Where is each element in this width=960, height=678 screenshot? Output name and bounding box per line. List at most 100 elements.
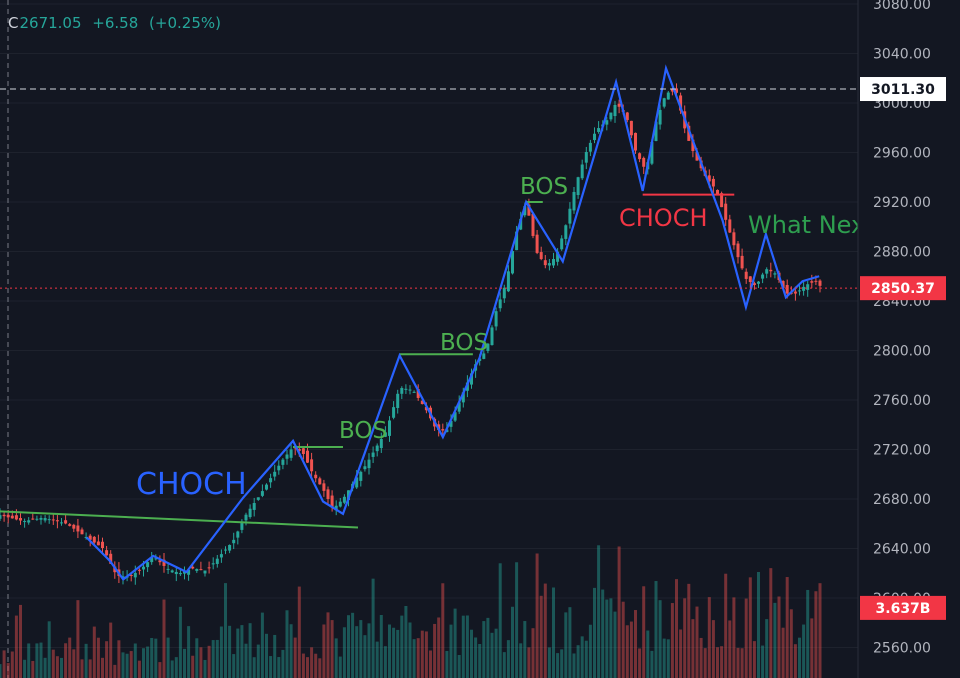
- candle-body: [392, 407, 396, 418]
- y-tick-label: 3080.00: [873, 0, 931, 13]
- volume-bar: [347, 615, 350, 678]
- drawing-overlays: [0, 64, 858, 582]
- volume-bar: [449, 624, 453, 678]
- volume-bar: [728, 620, 732, 678]
- bos-label-1: BOS: [339, 418, 387, 444]
- volume-bar: [338, 656, 342, 678]
- volume-bar: [744, 598, 748, 678]
- ohlc-close-value: 2671.05: [19, 14, 82, 32]
- candle-body: [449, 420, 453, 427]
- candle-body: [301, 448, 305, 454]
- volume-bar: [363, 635, 367, 678]
- candle-body: [47, 519, 51, 521]
- volume-bar: [289, 624, 293, 678]
- candle-body: [68, 524, 72, 526]
- volume-bar: [609, 598, 613, 678]
- volume-bar: [101, 657, 104, 678]
- volume-bar: [433, 623, 437, 678]
- candle-body: [748, 276, 752, 282]
- y-tick-label: 2960.00: [873, 146, 931, 162]
- candle-body: [23, 521, 27, 523]
- volume-bar: [47, 621, 51, 678]
- candle-body: [515, 231, 519, 251]
- volume-bar: [388, 624, 391, 678]
- volume-bar: [27, 643, 31, 678]
- volume-bar: [670, 603, 674, 678]
- candle-body: [560, 238, 564, 250]
- candle-body: [265, 484, 268, 490]
- volume-bar: [6, 662, 10, 678]
- volume-bar: [88, 659, 92, 678]
- candle-body: [613, 104, 617, 117]
- candle-body: [711, 178, 715, 187]
- candle-body: [334, 505, 338, 511]
- candle-body: [10, 515, 14, 519]
- volume-bar: [441, 583, 445, 678]
- volume-bar: [498, 563, 502, 678]
- candle-body: [638, 153, 642, 160]
- volume-bar: [178, 606, 182, 678]
- candle-body: [584, 152, 588, 163]
- candle-body: [617, 103, 621, 107]
- volume-bar: [720, 646, 724, 678]
- candle-body: [724, 203, 728, 220]
- volume-bar: [634, 610, 637, 678]
- volume-bar: [785, 577, 789, 678]
- volume-bar: [215, 639, 219, 678]
- candle-body: [72, 524, 76, 529]
- candle-body: [207, 567, 211, 569]
- price-tag-current: 2850.37: [860, 276, 946, 301]
- volume-bar: [367, 623, 371, 678]
- candle-body: [109, 553, 113, 564]
- candle-body: [174, 571, 178, 575]
- volume-bar: [539, 595, 543, 678]
- volume-bar: [490, 632, 494, 678]
- candle-body: [564, 225, 568, 239]
- candle-body: [588, 142, 592, 152]
- candle-body: [785, 284, 789, 294]
- candle-body: [170, 570, 174, 573]
- volume-bar: [584, 640, 588, 678]
- volume-bar: [23, 659, 27, 678]
- candle-body: [769, 269, 773, 272]
- volume-bar: [191, 655, 195, 678]
- candle-body: [744, 271, 748, 279]
- volume-bars: [0, 545, 822, 678]
- candle-body: [720, 193, 724, 208]
- volume-bar: [486, 617, 490, 678]
- volume-bar: [121, 652, 125, 678]
- candle-body: [64, 520, 68, 524]
- volume-bar: [236, 628, 240, 678]
- candle-body: [158, 560, 162, 563]
- candle-body: [322, 483, 326, 491]
- volume-bar: [92, 626, 96, 678]
- candle-body: [178, 573, 182, 575]
- candle-body: [654, 121, 658, 142]
- candle-body: [531, 213, 535, 236]
- svg-text:3011.30: 3011.30: [871, 82, 935, 98]
- volume-bar: [572, 653, 576, 678]
- candle-body: [716, 189, 719, 195]
- volume-bar: [80, 659, 84, 678]
- candle-body: [400, 388, 404, 394]
- volume-bar: [207, 645, 211, 678]
- volume-bar: [383, 646, 387, 678]
- candle-body: [355, 477, 359, 488]
- candle-body: [150, 557, 154, 563]
- volume-bar: [400, 615, 404, 678]
- candle-body: [670, 89, 674, 92]
- candle-body: [629, 120, 633, 136]
- volume-bar: [306, 657, 309, 678]
- volume-bar: [527, 647, 531, 678]
- candle-body: [137, 569, 141, 571]
- candle-body: [0, 515, 2, 519]
- volume-bar: [199, 647, 203, 678]
- volume-bar: [154, 638, 158, 678]
- candle-body: [101, 541, 104, 549]
- volume-bar: [277, 657, 281, 678]
- candle-body: [441, 429, 445, 431]
- volume-bar: [195, 638, 199, 678]
- price-axis[interactable]: 3080.003040.003000.002960.002920.002880.…: [857, 0, 960, 678]
- volume-bar: [84, 643, 88, 678]
